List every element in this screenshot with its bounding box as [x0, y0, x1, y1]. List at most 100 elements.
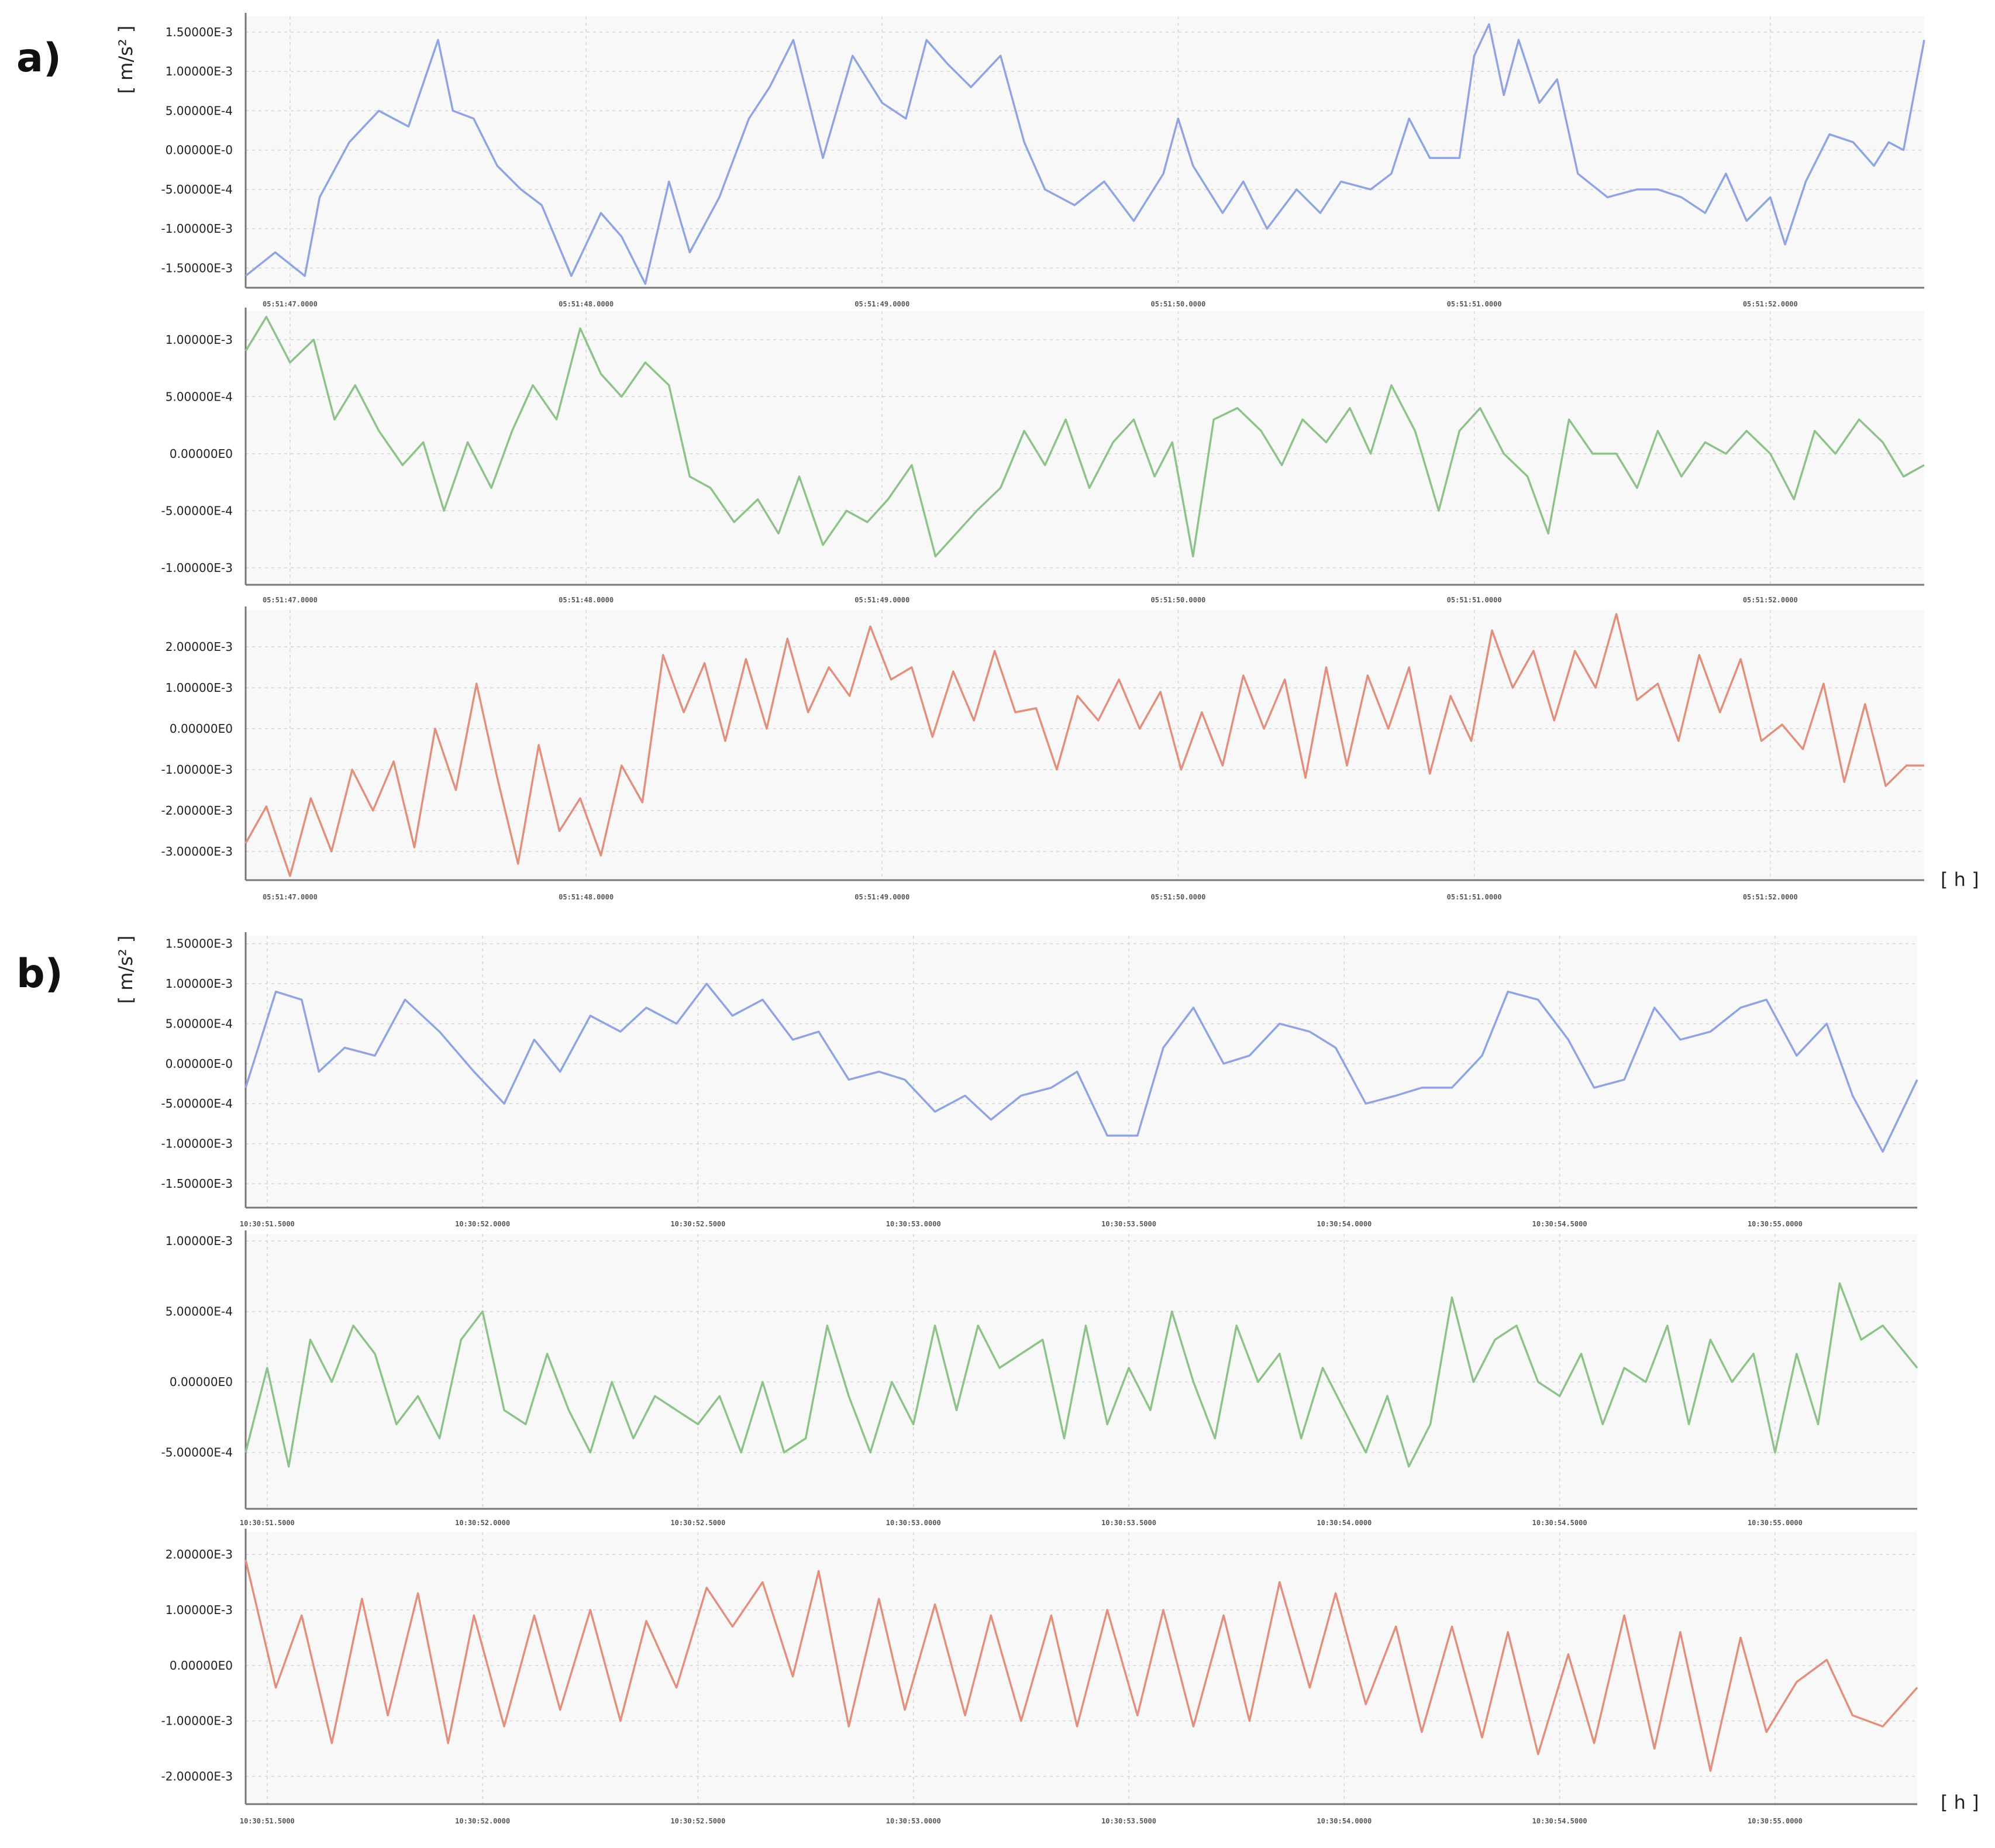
y-tick-label: -5.00000E-4	[161, 1097, 233, 1111]
x-tick-label: 10:30:53.0000	[886, 1817, 941, 1825]
x-tick-label: 10:30:54.5000	[1532, 1519, 1587, 1527]
x-unit-label-a: [ h ]	[1941, 868, 1979, 891]
plot-background	[246, 936, 1917, 1208]
x-tick-label: 10:30:54.0000	[1317, 1220, 1372, 1228]
x-tick-label: 05:51:47.0000	[263, 300, 318, 308]
y-tick-label: -5.00000E-4	[161, 182, 233, 196]
chart-3: 2.00000E-3 1.00000E-3 0.00000E0 -1.00000E-3…	[161, 606, 1924, 901]
panel-label-a: a)	[16, 35, 61, 81]
y-tick-label: 1.50000E-3	[166, 25, 233, 39]
x-tick-label: 05:51:51.0000	[1447, 893, 1502, 901]
y-tick-label: 1.00000E-3	[166, 64, 233, 78]
plot-background	[246, 1234, 1917, 1509]
chart-6: 2.00000E-3 1.00000E-3 0.00000E0 -1.00000E-3…	[161, 1529, 1918, 1825]
chart-4: 1.50000E-3 1.00000E-3 5.00000E-4 0.00000E-0…	[161, 932, 1918, 1228]
x-tick-label: 05:51:50.0000	[1150, 893, 1205, 901]
x-tick-label: 10:30:53.0000	[886, 1519, 941, 1527]
x-tick-label: 05:51:51.0000	[1447, 300, 1502, 308]
plot-background	[246, 311, 1924, 585]
series-line	[244, 23, 1925, 285]
y-tick-label: -5.00000E-4	[161, 1446, 233, 1460]
y-tick-label: 0.00000E0	[170, 1375, 233, 1389]
x-tick-label: 10:30:55.0000	[1748, 1220, 1803, 1228]
y-tick-label: -1.50000E-3	[161, 1177, 233, 1191]
y-tick-label: 1.00000E-3	[166, 333, 233, 347]
x-tick-label: 10:30:53.5000	[1101, 1519, 1156, 1527]
x-tick-label: 10:30:54.0000	[1317, 1519, 1372, 1527]
y-tick-label: -1.00000E-3	[161, 222, 233, 236]
y-tick-label: 1.00000E-3	[166, 681, 233, 695]
plot-background	[246, 16, 1924, 288]
y-tick-label: -1.00000E-3	[161, 1714, 233, 1728]
x-tick-label: 05:51:52.0000	[1743, 596, 1798, 604]
x-tick-label: 05:51:50.0000	[1150, 300, 1205, 308]
y-tick-label: 1.00000E-3	[166, 1234, 233, 1248]
series-line	[244, 982, 1918, 1153]
x-tick-label: 05:51:52.0000	[1743, 300, 1798, 308]
y-tick-label: 0.00000E0	[170, 722, 233, 736]
y-tick-label: -3.00000E-3	[161, 844, 233, 859]
x-tick-label: 10:30:52.0000	[455, 1519, 510, 1527]
x-tick-label: 05:51:47.0000	[263, 596, 318, 604]
x-tick-label: 05:51:48.0000	[559, 893, 614, 901]
y-tick-label: -1.50000E-3	[161, 261, 233, 275]
chart-1: 1.50000E-3 1.00000E-3 5.00000E-4 0.00000E-0…	[161, 13, 1925, 308]
y-unit-label-a: [ m/s² ]	[115, 26, 137, 94]
x-tick-label: 05:51:47.0000	[263, 893, 318, 901]
y-tick-label: -1.00000E-3	[161, 1137, 233, 1151]
x-tick-label: 10:30:54.5000	[1532, 1817, 1587, 1825]
x-tick-label: 10:30:52.5000	[670, 1220, 725, 1228]
y-tick-label: 2.00000E-3	[166, 640, 233, 654]
y-tick-label: -5.00000E-4	[161, 504, 233, 518]
y-tick-label: 0.00000E0	[170, 1659, 233, 1673]
x-tick-label: 10:30:51.5000	[240, 1519, 295, 1527]
y-tick-label: 5.00000E-4	[166, 1305, 233, 1319]
y-tick-label: 1.50000E-3	[166, 937, 233, 951]
y-tick-label: -1.00000E-3	[161, 763, 233, 777]
x-tick-label: 05:51:49.0000	[854, 893, 909, 901]
y-tick-label: 0.00000E-0	[166, 1057, 233, 1071]
x-tick-label: 05:51:48.0000	[559, 596, 614, 604]
x-tick-label: 05:51:49.0000	[854, 300, 909, 308]
chart-2: 1.00000E-3 5.00000E-4 0.00000E0 -5.00000E-4…	[161, 308, 1925, 604]
x-tick-label: 10:30:55.0000	[1748, 1817, 1803, 1825]
chart-5: 1.00000E-3 5.00000E-4 0.00000E0 -5.00000E-4…	[161, 1230, 1918, 1527]
x-tick-label: 10:30:54.0000	[1317, 1817, 1372, 1825]
charts-layer: 1.50000E-3 1.00000E-3 5.00000E-4 0.00000E-0…	[161, 13, 1925, 1825]
x-tick-label: 10:30:51.5000	[240, 1817, 295, 1825]
y-tick-label: 5.00000E-4	[166, 104, 233, 118]
plot-background	[246, 1532, 1917, 1804]
x-tick-label: 10:30:54.5000	[1532, 1220, 1587, 1228]
x-tick-label: 05:51:51.0000	[1447, 596, 1502, 604]
x-tick-label: 10:30:51.5000	[240, 1220, 295, 1228]
x-tick-label: 05:51:50.0000	[1150, 596, 1205, 604]
x-tick-label: 10:30:55.0000	[1748, 1519, 1803, 1527]
y-tick-label: 1.00000E-3	[166, 1603, 233, 1617]
y-unit-label-b: [ m/s² ]	[115, 936, 137, 1004]
y-tick-label: 0.00000E-0	[166, 143, 233, 157]
series-line	[244, 1282, 1918, 1468]
y-tick-label: 0.00000E0	[170, 447, 233, 461]
x-tick-label: 10:30:53.0000	[886, 1220, 941, 1228]
series-line	[244, 613, 1924, 877]
x-tick-label: 10:30:53.5000	[1101, 1220, 1156, 1228]
series-line	[244, 1559, 1918, 1772]
x-tick-label: 05:51:52.0000	[1743, 893, 1798, 901]
x-tick-label: 10:30:52.0000	[455, 1220, 510, 1228]
panel-label-b: b)	[16, 951, 63, 997]
y-tick-label: 2.00000E-3	[166, 1547, 233, 1561]
x-unit-label-b: [ h ]	[1941, 1791, 1979, 1813]
x-tick-label: 05:51:49.0000	[854, 596, 909, 604]
y-tick-label: 1.00000E-3	[166, 977, 233, 991]
x-tick-label: 10:30:52.5000	[670, 1519, 725, 1527]
x-tick-label: 10:30:53.5000	[1101, 1817, 1156, 1825]
y-tick-label: -2.00000E-3	[161, 1770, 233, 1784]
y-tick-label: 5.00000E-4	[166, 1016, 233, 1030]
x-tick-label: 10:30:52.5000	[670, 1817, 725, 1825]
plot-background	[246, 610, 1924, 880]
series-line	[244, 316, 1925, 558]
x-tick-label: 10:30:52.0000	[455, 1817, 510, 1825]
y-tick-label: 5.00000E-4	[166, 389, 233, 404]
x-tick-label: 05:51:48.0000	[559, 300, 614, 308]
